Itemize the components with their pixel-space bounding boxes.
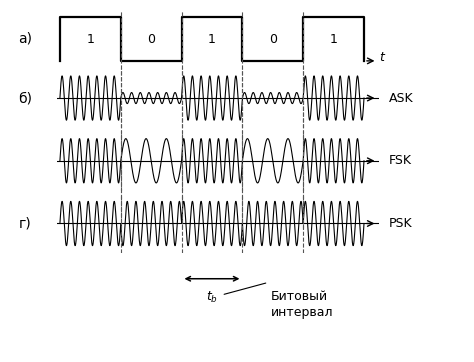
Text: PSK: PSK (389, 217, 412, 230)
Text: г): г) (18, 216, 31, 231)
Text: t: t (379, 51, 384, 64)
Text: Битовый
интервал: Битовый интервал (271, 290, 333, 319)
Text: 0: 0 (147, 33, 155, 46)
Text: 1: 1 (329, 33, 337, 46)
Text: $t_b$: $t_b$ (206, 290, 218, 305)
Text: б): б) (18, 91, 32, 105)
Text: 1: 1 (208, 33, 216, 46)
Text: 0: 0 (269, 33, 277, 46)
Text: FSK: FSK (389, 154, 412, 167)
Text: а): а) (18, 31, 32, 45)
Text: 1: 1 (86, 33, 94, 46)
Text: ASK: ASK (389, 92, 413, 105)
